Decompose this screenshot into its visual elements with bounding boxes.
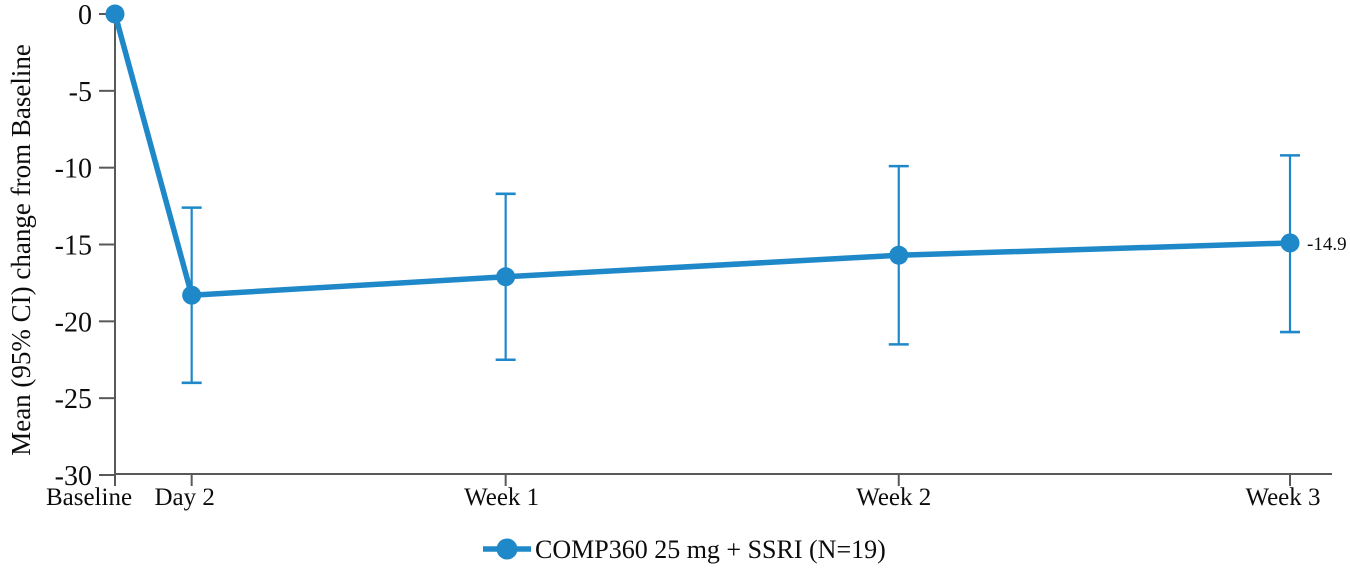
x-tick-label: Week 1 <box>464 484 539 511</box>
y-tick-label: -5 <box>69 77 92 108</box>
legend-marker-dot <box>496 538 518 560</box>
data-point-label: -14.9 <box>1307 234 1347 255</box>
data-point-marker <box>496 267 516 287</box>
y-tick-label: -20 <box>55 307 92 338</box>
x-tick-label: Week 3 <box>1245 484 1320 511</box>
x-tick-label: Day 2 <box>154 484 214 511</box>
legend-series-label: COMP360 25 mg + SSRI (N=19) <box>535 535 886 564</box>
data-point-marker <box>182 285 202 305</box>
y-tick-label: -30 <box>55 461 92 492</box>
y-tick-label: -10 <box>55 154 92 185</box>
y-axis-title: Mean (95% CI) change from Baseline <box>6 44 36 456</box>
x-tick-label: Week 2 <box>856 484 931 511</box>
y-tick-label: -15 <box>55 231 92 262</box>
series-line <box>112 13 1291 299</box>
x-tick-label: Baseline <box>46 484 132 511</box>
data-point-marker <box>889 245 909 265</box>
y-tick-label: -25 <box>55 384 92 415</box>
data-point-marker <box>105 4 125 24</box>
y-tick-label: 0 <box>78 0 92 31</box>
data-point-marker <box>1280 233 1300 253</box>
legend: COMP360 25 mg + SSRI (N=19) <box>483 535 886 564</box>
